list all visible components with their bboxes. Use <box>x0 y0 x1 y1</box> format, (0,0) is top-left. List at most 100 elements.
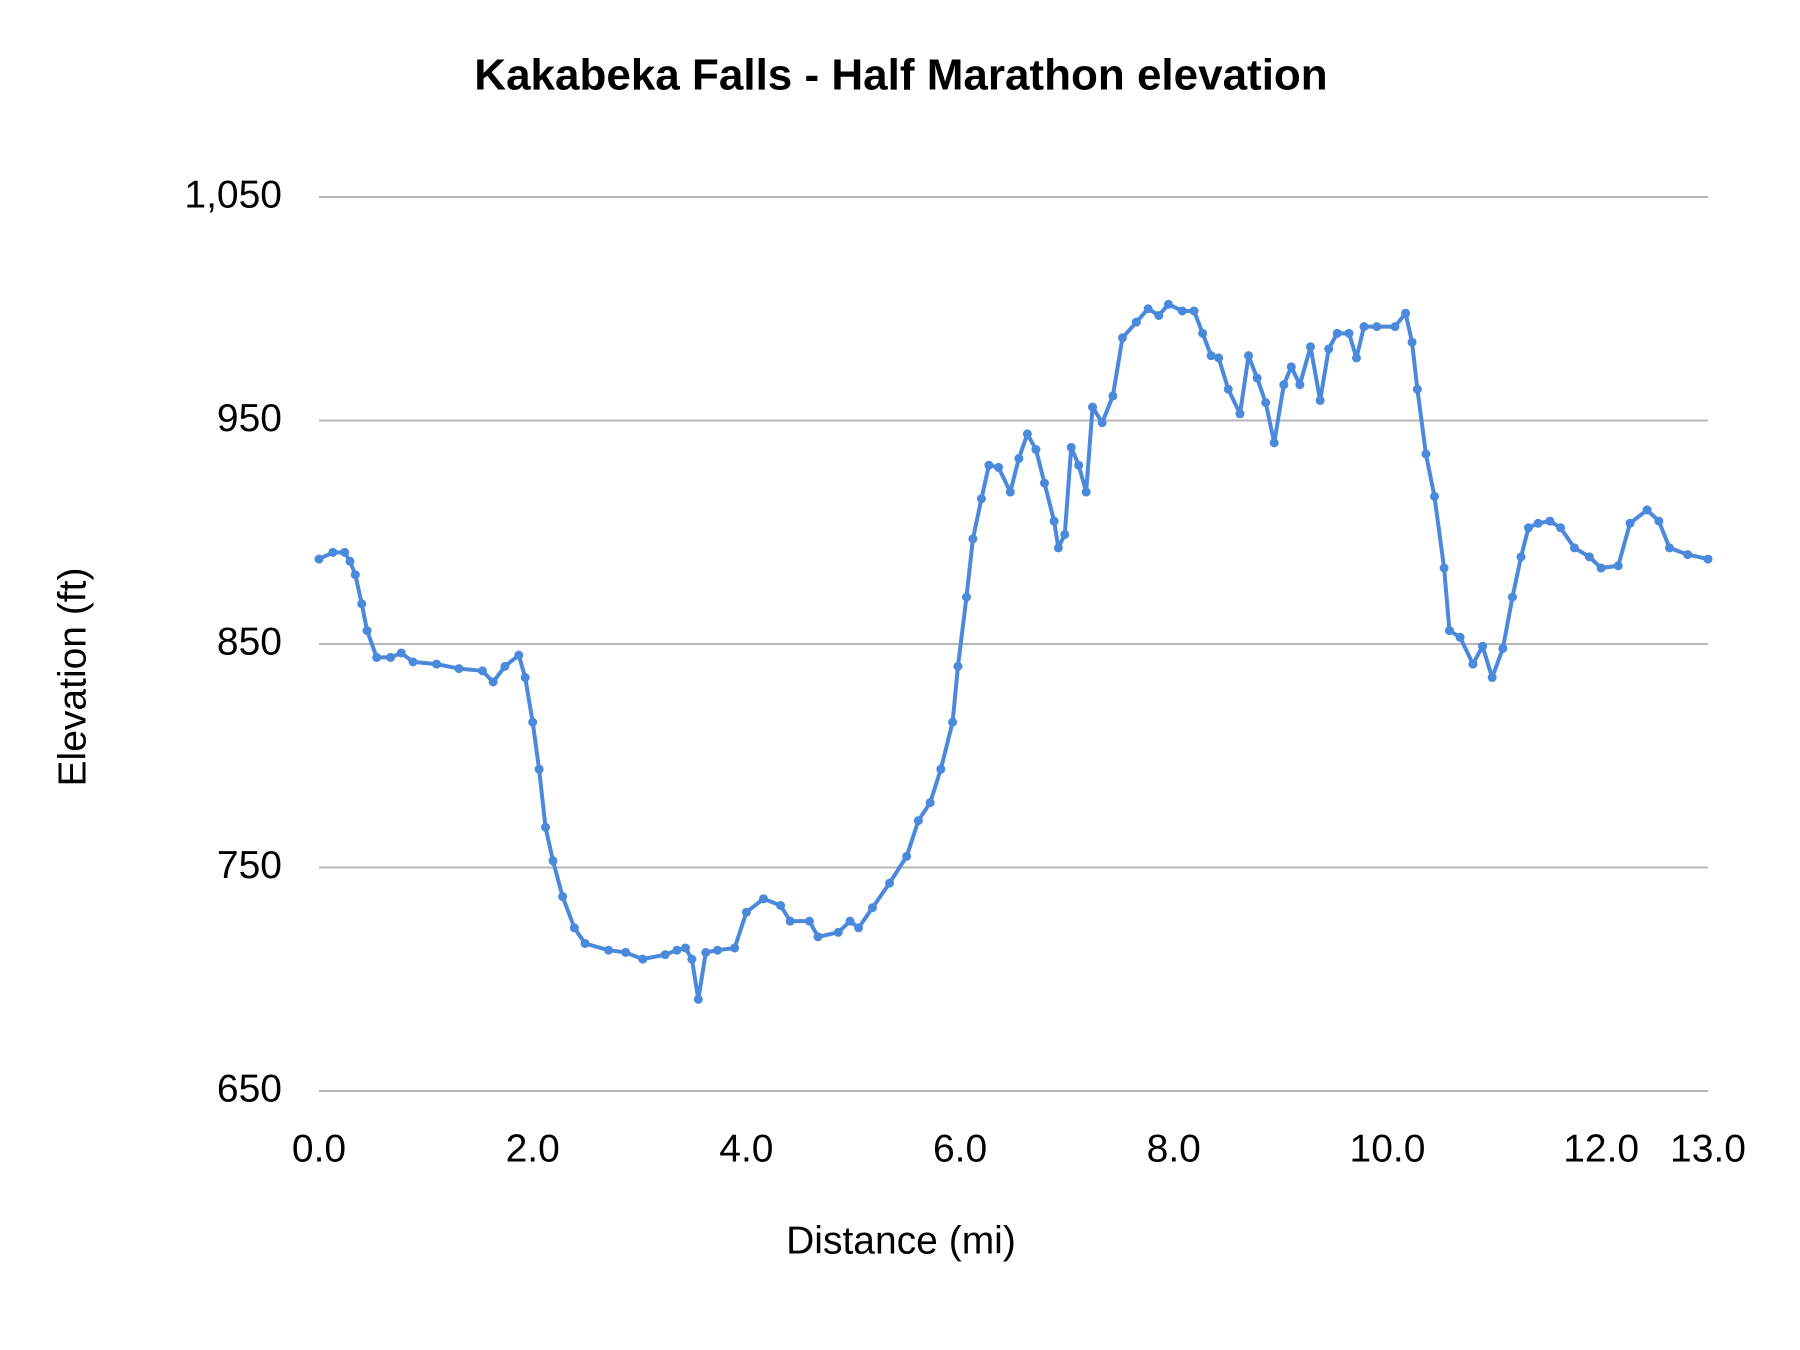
data-point <box>477 666 487 676</box>
data-point <box>672 945 682 955</box>
x-axis-title: Distance (mi) <box>786 1219 1016 1262</box>
data-point <box>1455 632 1465 642</box>
y-tick-label: 950 <box>217 397 282 440</box>
data-point <box>1244 351 1254 361</box>
data-point <box>604 945 614 955</box>
data-point <box>1108 391 1118 401</box>
data-point <box>408 657 418 667</box>
data-point <box>1407 337 1417 347</box>
data-point <box>1683 550 1693 560</box>
x-tick-label: 10.0 <box>1350 1127 1426 1170</box>
data-point <box>885 878 895 888</box>
data-point <box>701 947 711 957</box>
data-point <box>1014 453 1024 463</box>
x-tick-label: 13.0 <box>1670 1127 1746 1170</box>
data-point <box>1412 384 1422 394</box>
x-tick-label: 6.0 <box>933 1127 987 1170</box>
data-point <box>1421 449 1431 459</box>
x-tick-label: 8.0 <box>1147 1127 1201 1170</box>
y-tick-label: 650 <box>217 1067 282 1110</box>
data-point <box>1478 641 1488 651</box>
data-point <box>804 916 814 926</box>
data-point <box>357 599 367 609</box>
data-point <box>785 916 795 926</box>
data-point <box>528 717 538 727</box>
grid <box>319 196 1708 1092</box>
data-point <box>1556 523 1566 533</box>
data-point <box>1081 487 1091 497</box>
data-point <box>1401 308 1411 318</box>
data-point <box>1507 592 1517 602</box>
data-point <box>713 945 723 955</box>
data-point <box>1344 328 1354 338</box>
x-tick-label: 12.0 <box>1563 1127 1639 1170</box>
data-point <box>558 892 568 902</box>
data-point <box>1131 317 1141 327</box>
data-point <box>1031 445 1041 455</box>
data-point <box>1498 643 1508 653</box>
data-point <box>1625 518 1635 528</box>
data-point <box>1444 626 1454 636</box>
data-point <box>1049 516 1059 526</box>
data-point <box>1143 304 1153 314</box>
data-point <box>961 592 971 602</box>
data-point <box>1359 322 1369 332</box>
data-point <box>1060 529 1070 539</box>
data-point <box>1351 353 1361 363</box>
data-point <box>758 894 768 904</box>
data-point <box>1613 561 1623 571</box>
data-point <box>432 659 442 669</box>
data-point <box>984 460 994 470</box>
data-point <box>340 547 350 557</box>
data-point <box>1315 395 1325 405</box>
data-point <box>1261 398 1271 408</box>
data-point <box>1306 342 1316 352</box>
data-point <box>1703 554 1713 564</box>
plot-area <box>314 299 1713 1004</box>
data-point <box>994 462 1004 472</box>
data-point <box>948 717 958 727</box>
data-point <box>1189 306 1199 316</box>
data-point <box>1665 543 1675 553</box>
data-point <box>1545 516 1555 526</box>
x-tick-label: 0.0 <box>292 1127 346 1170</box>
data-point <box>1206 351 1216 361</box>
data-point <box>968 534 978 544</box>
data-point <box>680 943 690 953</box>
data-point <box>1439 563 1449 573</box>
data-point <box>1117 333 1127 343</box>
data-point <box>1198 328 1208 338</box>
data-point <box>1279 380 1289 390</box>
data-point <box>621 947 631 957</box>
data-point <box>500 661 510 671</box>
data-point <box>1074 460 1084 470</box>
data-point <box>845 916 855 926</box>
data-point <box>813 932 823 942</box>
y-tick-label: 850 <box>217 620 282 663</box>
data-point <box>1584 552 1594 562</box>
data-point <box>520 673 530 683</box>
data-point <box>1569 543 1579 553</box>
data-point <box>454 664 464 674</box>
data-point <box>314 554 324 564</box>
data-point <box>1324 344 1334 354</box>
data-point <box>936 764 946 774</box>
data-point <box>913 816 923 826</box>
data-point <box>362 626 372 636</box>
data-point <box>580 938 590 948</box>
data-point <box>1487 673 1497 683</box>
data-point <box>1005 487 1015 497</box>
data-point <box>776 900 786 910</box>
data-point <box>548 856 558 866</box>
data-point <box>741 907 751 917</box>
data-point <box>867 903 877 913</box>
chart-title: Kakabeka Falls - Half Marathon elevation <box>474 51 1327 100</box>
data-point <box>1235 409 1245 419</box>
data-point <box>833 927 843 937</box>
data-point <box>687 954 697 964</box>
data-point <box>1053 543 1063 553</box>
data-point <box>350 570 360 580</box>
data-point <box>1390 322 1400 332</box>
data-point <box>1022 429 1032 439</box>
